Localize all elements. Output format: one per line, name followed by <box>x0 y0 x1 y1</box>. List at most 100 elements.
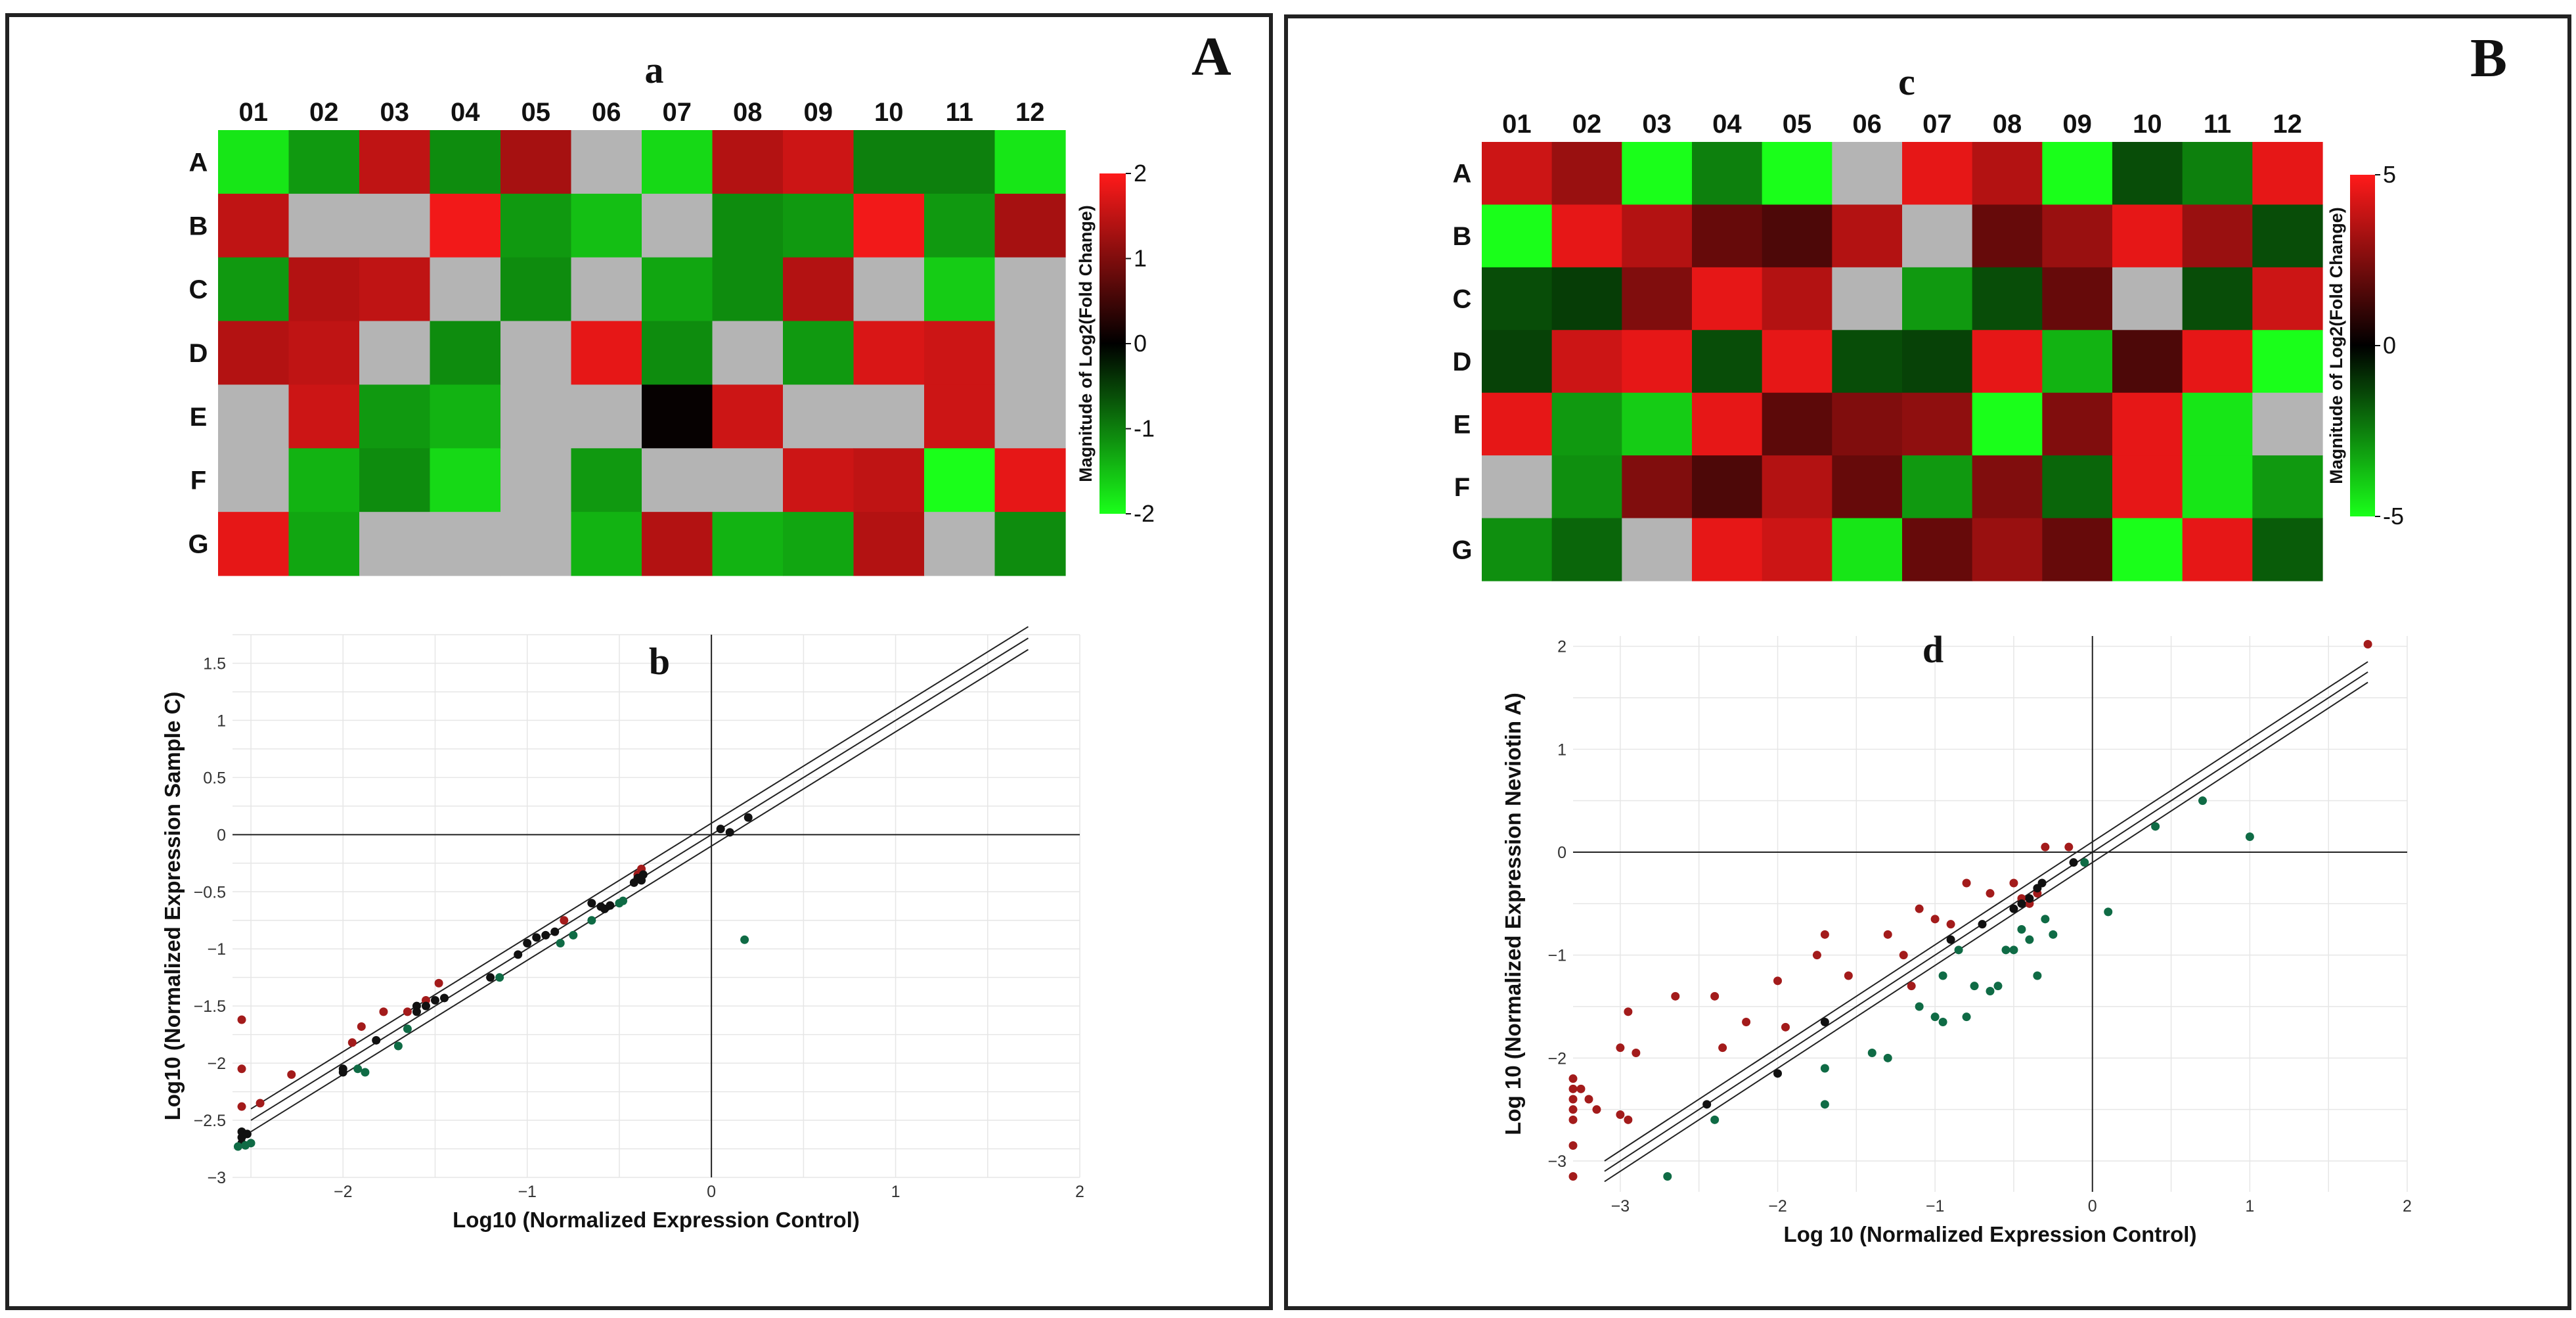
heatmap-cell <box>1762 392 1832 456</box>
x-tick-label: −1 <box>1926 1197 1945 1216</box>
scatter-d: −3 −2 −1 0 1 2 −3 −2 −1 0 1 2 d Log 10 (Normalized Ex… <box>1501 628 2412 1246</box>
data-point <box>361 1068 370 1077</box>
heatmap-cell <box>500 448 572 512</box>
data-point <box>2363 640 2372 649</box>
data-point <box>403 1007 412 1016</box>
data-point <box>1671 991 1680 1001</box>
heatmap-cell <box>1551 204 1622 268</box>
column-label: 06 <box>1852 110 1882 139</box>
heatmap-cell <box>430 448 501 512</box>
x-tick-label: −1 <box>518 1183 537 1201</box>
data-point <box>619 896 628 905</box>
series-down <box>1663 796 2254 1181</box>
colorbar-label: Magnitude of Log2(Fold Change) <box>2326 207 2346 484</box>
y-axis-title: Log10 (Normalized Expression Sample C) <box>160 692 185 1121</box>
data-point <box>440 993 449 1003</box>
y-tick-label: −1 <box>1547 947 1566 965</box>
data-point <box>1568 1095 1578 1104</box>
y-tick-label: 1 <box>217 712 226 730</box>
data-point <box>2017 925 2026 934</box>
heatmap-cell <box>1622 267 1693 330</box>
heatmap-cell <box>994 512 1066 576</box>
heatmap-cell <box>2112 392 2183 456</box>
data-point <box>246 1139 255 1148</box>
colorbar <box>1099 173 1126 514</box>
heatmap-cell <box>1622 204 1693 268</box>
heatmap-cell <box>1832 142 1903 206</box>
heatmap-cell <box>2252 518 2323 581</box>
data-point <box>421 1001 430 1011</box>
data-point <box>1820 1018 1829 1026</box>
heatmap-cell <box>783 130 855 194</box>
column-label: 09 <box>2062 110 2092 139</box>
heatmap-cell <box>218 512 290 576</box>
column-label: 08 <box>1993 110 2022 139</box>
column-label: 02 <box>1572 110 1602 139</box>
heatmap-cell <box>994 321 1066 386</box>
heatmap-cell <box>1832 204 1903 268</box>
colorbar-tick-label: 5 <box>2383 161 2396 188</box>
data-point <box>237 1102 246 1111</box>
data-point <box>2151 822 2160 831</box>
x-tick-label: 0 <box>2088 1197 2097 1216</box>
data-point <box>1568 1105 1578 1114</box>
heatmap-cell <box>994 448 1066 512</box>
heatmap-cell <box>2182 142 2253 206</box>
heatmap-cell <box>2252 267 2323 330</box>
heatmap-cell <box>1902 142 1973 206</box>
data-point <box>1883 930 1892 939</box>
heatmap-cell <box>2042 330 2113 394</box>
heatmap-cell <box>1762 518 1832 581</box>
x-tick-label: 2 <box>2403 1197 2412 1216</box>
heatmap-cell <box>2182 267 2253 330</box>
row-label: C <box>1453 285 1472 314</box>
row-label: D <box>189 339 208 368</box>
data-point <box>2009 945 2018 955</box>
heatmap-cell <box>2042 392 2113 456</box>
heatmap-cell <box>853 193 925 258</box>
data-point <box>740 935 749 944</box>
heatmap-cell <box>359 130 431 194</box>
panel-letter-B: B <box>2470 28 2507 89</box>
data-point <box>587 916 596 925</box>
data-point <box>2104 907 2113 917</box>
row-label: E <box>190 403 208 432</box>
heatmap-cell <box>2182 392 2253 456</box>
heatmap-cell <box>218 448 290 512</box>
heatmap-cell <box>783 321 855 386</box>
row-label: D <box>1453 348 1472 376</box>
figure-panel-B: B c 01 02 03 04 05 06 07 08 09 10 11 12 A B C D E F G 5 0 -5 Ma… <box>1284 14 2571 1310</box>
heatmap-cell <box>571 448 642 512</box>
heatmap-cell <box>994 384 1066 449</box>
heatmap-cell <box>1551 518 1622 581</box>
data-point <box>242 1129 252 1139</box>
column-label: 08 <box>733 98 763 127</box>
heatmap-cell <box>853 512 925 576</box>
x-tick-label: 0 <box>707 1183 716 1201</box>
data-point <box>1592 1105 1601 1114</box>
y-tick-label: 0.5 <box>203 769 226 787</box>
heatmap-cell <box>1902 392 1973 456</box>
data-point <box>1938 971 1947 980</box>
plot-area <box>1573 636 2407 1192</box>
heatmap-cell <box>571 321 642 386</box>
heatmap-cell <box>1832 392 1903 456</box>
heatmap-cell <box>2042 267 2113 330</box>
heatmap-cell <box>430 512 501 576</box>
heatmap-cell <box>288 384 360 449</box>
column-label: 09 <box>804 98 833 127</box>
heatmap-cell <box>853 448 925 512</box>
heatmap-cell <box>642 130 713 194</box>
series-none <box>1702 858 2078 1109</box>
data-point <box>255 1099 265 1108</box>
heatmap-cell <box>359 193 431 258</box>
data-point <box>1812 951 1821 960</box>
heatmap-cell <box>1482 518 1553 581</box>
fold-boundary-line <box>1604 681 2368 1183</box>
row-label: F <box>190 466 206 495</box>
row-label: B <box>1453 222 1472 251</box>
heatmap-cell <box>1692 267 1763 330</box>
fold-boundary-line <box>1604 661 2368 1162</box>
heatmap-cell <box>1551 142 1622 206</box>
heatmap-c-cells <box>1482 142 2323 581</box>
